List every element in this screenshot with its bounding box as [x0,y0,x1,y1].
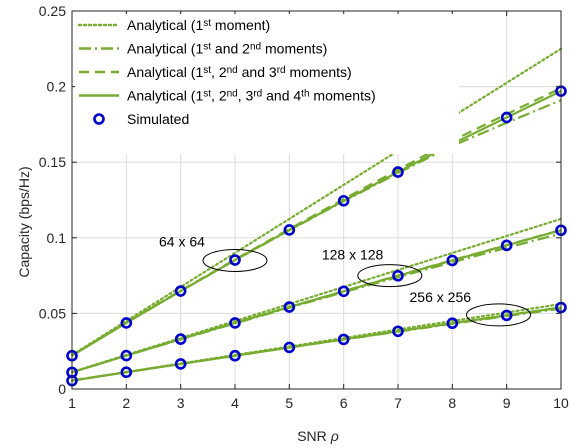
legend-symbol-4 [93,113,105,125]
legend-label-0-part-0: Analytical (1 [127,17,203,33]
simulated-point-0-2 [174,285,187,297]
series-fourth-moment-1 [71,229,562,374]
simulated-point-2-5 [337,333,350,346]
series-layer [66,47,567,387]
simulated-point-2-1 [120,366,133,379]
legend-label-3-part-0: Analytical (1 [127,88,203,104]
simulated-point-0-6 [392,166,404,178]
x-tick-label-6: 7 [394,395,402,411]
x-tick-label-9: 10 [553,395,569,411]
legend-label-4-part-0: Simulated [127,111,189,127]
x-tick-label-4: 5 [285,395,293,411]
legend-label-1-part-4: moments) [261,41,327,57]
legend: Analytical (1st moment)Analytical (1st a… [75,14,459,154]
legend-label-1-part-1: st [203,41,211,52]
series-third-moment-0 [71,87,562,357]
x-tick-label-0: 1 [68,395,76,411]
legend-label-3-part-5: rd [253,88,262,99]
series-fourth-moment-2 [71,306,562,382]
legend-label-2-part-1: st [203,65,211,76]
simulated-point-2-2 [174,358,187,370]
legend-label-3-part-7: th [301,88,309,99]
simulated-point-1-1 [120,349,133,362]
y-tick-label-3: 0.15 [39,154,66,170]
x-tick-label-8: 9 [503,395,511,411]
legend-label-3: Analytical (1st, 2nd, 3rd and 4th moment… [127,88,376,104]
legend-box [75,14,459,154]
group-ellipse-2 [466,303,532,327]
legend-label-4: Simulated [127,111,189,127]
x-tick-label-1: 2 [122,395,130,411]
legend-label-2: Analytical (1st, 2nd and 3rd moments) [127,64,352,80]
legend-label-3-part-4: , 3 [238,88,254,104]
plot-frame [71,10,562,390]
simulated-point-0-3 [229,254,241,266]
y-tick-label-1: 0.05 [39,305,66,321]
x-tick-label-3: 4 [231,395,239,411]
series-first-moment-0 [70,47,563,357]
group-label-0: 64 x 64 [159,233,205,249]
simulated-point-2-3 [229,349,241,362]
simulated-point-0-5 [337,194,350,207]
group-label-2: 256 x 256 [410,289,472,305]
group-ellipse-0 [202,248,268,272]
annotation-layer: 64 x 64 128 x 128 256 x 256 [159,233,532,327]
simulated-point-1-4 [283,301,296,313]
simulated-point-1-7 [446,254,459,267]
legend-label-3-part-2: , 2 [211,88,227,104]
simulated-point-1-8 [500,239,513,252]
simulated-point-2-4 [283,341,296,354]
x-tick-label-2: 3 [177,395,185,411]
x-axis-label-symbol: ρ [330,428,339,444]
legend-label-2-part-6: moments) [286,64,352,80]
simulated-point-1-5 [337,285,350,298]
legend-label-2-part-2: , 2 [211,64,227,80]
simulated-point-2-7 [446,317,459,330]
legend-label-0: Analytical (1st moment) [127,17,270,33]
legend-label-2-part-5: rd [277,65,286,76]
y-tick-label-5: 0.25 [39,3,66,19]
simulated-point-2-8 [500,309,513,322]
axes-layer: 1 2 3 4 5 6 7 8 9 10 0 0.05 0.1 0.15 0.2 0.25 [39,3,569,411]
y-tick-label-0: 0 [58,381,66,397]
group-label-1: 128 x 128 [322,247,384,263]
x-tick-label-5: 6 [340,395,348,411]
legend-label-1-part-2: and 2 [211,41,250,57]
y-tick-label-4: 0.2 [47,79,67,95]
simulated-point-2-6 [392,325,404,338]
legend-label-2-part-3: nd [227,65,238,76]
legend-label-1-part-0: Analytical (1 [127,41,203,57]
legend-label-0-part-1: st [203,18,211,29]
y-tick-label-2: 0.1 [47,230,67,246]
simulated-point-0-1 [120,317,133,329]
simulated-point-1-6 [392,269,404,282]
simulated-point-0-8 [500,111,513,124]
y-axis-label: Capacity (bps/Hz) [16,166,32,277]
legend-label-0-part-2: moment) [211,17,270,33]
legend-label-3-part-8: moments) [310,88,376,104]
series-second-moment-1 [71,232,562,374]
simulated-point-1-3 [229,317,241,329]
legend-label-2-part-4: and 3 [238,64,277,80]
simulated-point-0-4 [283,224,296,236]
legend-label-1-part-3: nd [250,41,261,52]
legend-label-3-part-1: st [203,88,211,99]
x-axis-label-text: SNR [297,428,327,444]
series-fourth-moment-0 [71,90,562,357]
x-axis-label: SNR ρ [297,428,339,444]
legend-label-2-part-0: Analytical (1 [127,64,203,80]
x-tick-label-7: 8 [448,395,456,411]
legend-label-1: Analytical (1st and 2nd moments) [127,41,327,57]
legend-label-3-part-3: nd [227,88,238,99]
legend-label-3-part-6: and 4 [262,88,301,104]
simulated-point-1-2 [174,333,187,345]
group-ellipse-1 [357,264,423,288]
